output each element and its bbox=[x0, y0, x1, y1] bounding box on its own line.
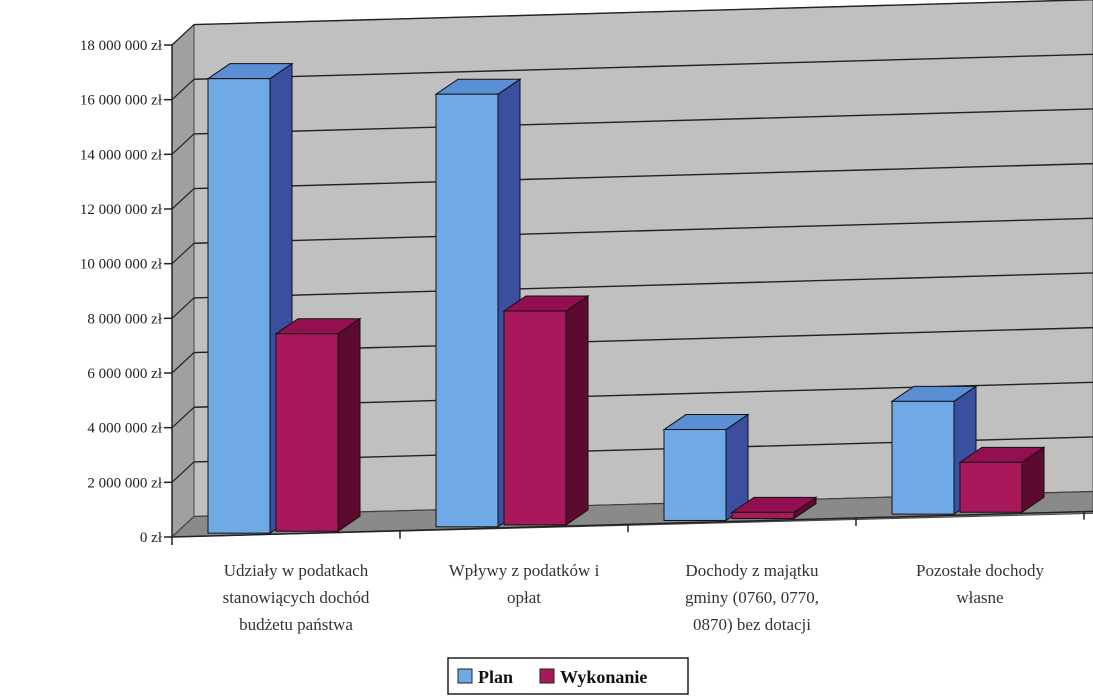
x-category-label: opłat bbox=[507, 588, 541, 607]
gridline bbox=[193, 217, 1093, 244]
x-category-label: Udziały w podatkach bbox=[224, 561, 369, 580]
side-wall bbox=[171, 23, 195, 539]
x-category-label: stanowiących dochód bbox=[223, 588, 370, 607]
bar-wykonanie bbox=[503, 310, 567, 526]
gridline bbox=[193, 272, 1093, 299]
y-tick-label: 10 000 000 zł bbox=[80, 257, 163, 273]
y-tick-label: 6 000 000 zł bbox=[87, 366, 162, 382]
gridline-side bbox=[171, 188, 195, 210]
y-tick-label: 12 000 000 zł bbox=[80, 202, 163, 218]
y-tick-label: 8 000 000 zł bbox=[87, 311, 162, 327]
gridline-side bbox=[171, 352, 195, 374]
gridline-side bbox=[171, 242, 195, 265]
bar-wykonanie-side bbox=[337, 317, 361, 533]
y-tick-label: 14 000 000 zł bbox=[80, 147, 163, 163]
legend-swatch-wykonanie bbox=[539, 668, 555, 684]
legend-box bbox=[447, 657, 689, 695]
y-tick-label: 4 000 000 zł bbox=[87, 421, 162, 437]
bar-plan bbox=[435, 93, 499, 528]
bar-wykonanie bbox=[275, 333, 339, 532]
bar-wykonanie-side bbox=[565, 295, 589, 526]
gridline bbox=[193, 53, 1093, 80]
bar-wykonanie bbox=[731, 511, 795, 520]
legend-label-wykonanie: Wykonanie bbox=[560, 667, 647, 687]
gridline-side bbox=[171, 78, 195, 101]
y-tick-label: 16 000 000 zł bbox=[80, 93, 163, 109]
gridline bbox=[193, 108, 1093, 135]
x-category-label: gminy (0760, 0770, bbox=[685, 588, 819, 607]
gridline-side bbox=[171, 24, 195, 46]
gridline bbox=[193, 0, 1093, 26]
x-category-label: Wpływy z podatków i bbox=[449, 561, 600, 580]
gridline-side bbox=[171, 133, 195, 155]
x-category-label: własne bbox=[956, 588, 1003, 607]
bar-wykonanie bbox=[959, 461, 1023, 513]
gridline-side bbox=[171, 297, 195, 319]
y-tick-label: 2 000 000 zł bbox=[87, 475, 162, 491]
x-category-label: budżetu państwa bbox=[239, 615, 353, 634]
bar-plan bbox=[207, 78, 271, 534]
x-category-label: Pozostałe dochody bbox=[916, 561, 1044, 580]
legend-label-plan: Plan bbox=[478, 667, 513, 687]
floor bbox=[170, 491, 1093, 538]
legend-swatch-plan bbox=[457, 668, 473, 684]
x-category-label: 0870) bez dotacji bbox=[693, 615, 811, 634]
y-tick-label: 18 000 000 zł bbox=[80, 38, 163, 54]
gridline-side bbox=[171, 461, 195, 483]
x-category-label: Dochody z majątku bbox=[685, 561, 819, 580]
y-tick-label: 0 zł bbox=[140, 530, 163, 546]
gridline bbox=[193, 162, 1093, 190]
bar-plan bbox=[891, 400, 955, 515]
bar-plan bbox=[663, 429, 727, 521]
gridline-side bbox=[171, 406, 195, 429]
x-axis bbox=[171, 510, 1093, 538]
